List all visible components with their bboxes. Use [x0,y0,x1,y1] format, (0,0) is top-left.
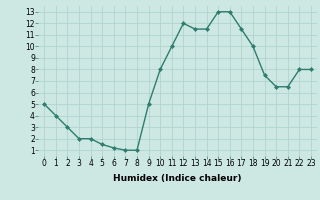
X-axis label: Humidex (Indice chaleur): Humidex (Indice chaleur) [113,174,242,183]
